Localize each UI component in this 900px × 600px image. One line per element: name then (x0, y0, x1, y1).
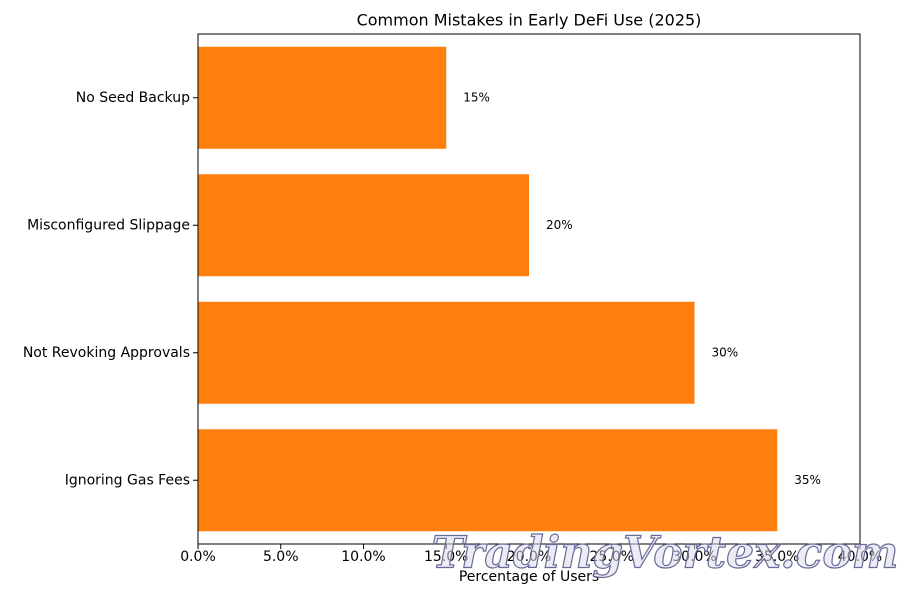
bar (198, 174, 529, 277)
x-tick-label: 10.0% (341, 549, 385, 565)
chart-title: Common Mistakes in Early DeFi Use (2025) (357, 11, 702, 30)
x-tick-label: 35.0% (755, 549, 799, 565)
watermark: TradingVortex.com (432, 528, 899, 579)
x-tick-label: 25.0% (590, 549, 634, 565)
x-tick-label: 20.0% (507, 549, 551, 565)
x-tick-label: 0.0% (180, 549, 216, 565)
bar (198, 429, 778, 532)
x-tick-label: 5.0% (263, 549, 299, 565)
value-label: 20% (546, 218, 573, 232)
x-axis-label: Percentage of Users (459, 569, 599, 585)
y-tick-label: No Seed Backup (76, 90, 190, 106)
y-tick-label: Misconfigured Slippage (27, 217, 190, 233)
value-label: 30% (712, 345, 739, 359)
value-label: 15% (463, 90, 490, 104)
y-tick-label: Not Revoking Approvals (23, 345, 190, 361)
x-tick-label: 30.0% (672, 549, 716, 565)
value-label: 35% (794, 473, 821, 487)
plot-frame (197, 33, 861, 545)
x-tick-label: 15.0% (424, 549, 468, 565)
bar (198, 301, 695, 404)
bar (198, 46, 447, 149)
y-tick-label: Ignoring Gas Fees (65, 472, 190, 488)
x-tick-label: 40.0% (838, 549, 882, 565)
